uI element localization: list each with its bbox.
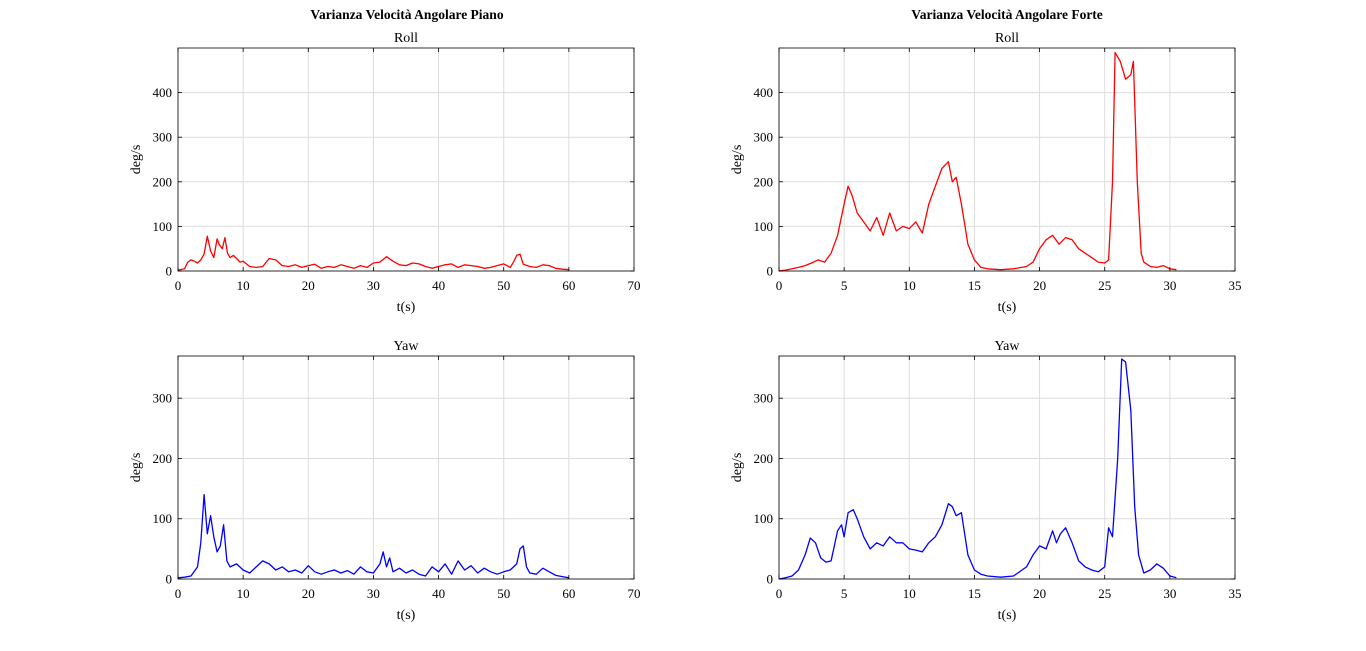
x-tick-label: 0: [175, 586, 182, 601]
y-tick-label: 300: [153, 130, 173, 145]
y-tick-label: 300: [754, 130, 774, 145]
forte-roll-series-line: [778, 51, 1177, 272]
y-tick-label: 0: [767, 572, 774, 587]
left-column-title: Varianza Velocità Angolare Piano: [310, 7, 504, 22]
y-tick-label: 200: [153, 174, 173, 189]
y-tick-label: 100: [754, 219, 774, 234]
y-tick-label: 100: [153, 219, 173, 234]
x-tick-label: 0: [776, 278, 783, 293]
x-axis-label: t(s): [397, 300, 416, 315]
x-tick-label: 30: [1163, 278, 1176, 293]
forte-yaw-chart: 0 5 10 15 20 25 30 35 0 100 200 300 Yaw t(s) deg/s: [730, 339, 1242, 623]
x-tick-label: 70: [628, 586, 641, 601]
y-tick-label: 0: [166, 572, 173, 587]
y-tick-label: 200: [754, 174, 774, 189]
axes-box: [778, 355, 1236, 580]
y-axis-label: deg/s: [129, 453, 144, 483]
x-tick-label: 25: [1098, 278, 1111, 293]
subplot-title: Roll: [394, 31, 418, 46]
y-tick-label: 400: [754, 85, 774, 100]
y-tick-label: 100: [153, 511, 173, 526]
y-tick-label: 200: [153, 451, 173, 466]
y-tick-label: 0: [166, 264, 173, 279]
piano-roll-chart: 0 10 20 30 40 50 60 70 0 100 200 300 400 Roll t(s) deg/…: [129, 31, 641, 315]
x-tick-label: 60: [562, 278, 575, 293]
y-tick-label: 400: [153, 85, 173, 100]
x-tick-label: 0: [175, 278, 182, 293]
x-tick-label: 10: [903, 278, 916, 293]
x-axis-label: t(s): [397, 608, 416, 623]
x-tick-label: 5: [841, 586, 848, 601]
x-tick-label: 10: [237, 278, 250, 293]
x-axis-label: t(s): [998, 300, 1017, 315]
x-tick-label: 15: [968, 278, 981, 293]
x-tick-label: 15: [968, 586, 981, 601]
y-tick-label: 200: [754, 451, 774, 466]
x-tick-label: 30: [367, 586, 380, 601]
x-tick-label: 20: [302, 278, 315, 293]
piano-yaw-series-line: [177, 493, 570, 579]
y-axis-label: deg/s: [129, 145, 144, 175]
y-tick-label: 100: [754, 511, 774, 526]
x-tick-label: 0: [776, 586, 783, 601]
x-tick-label: 40: [432, 586, 445, 601]
x-tick-label: 20: [1033, 586, 1046, 601]
x-tick-label: 5: [841, 278, 848, 293]
x-tick-label: 50: [497, 586, 510, 601]
x-tick-label: 35: [1229, 278, 1242, 293]
x-tick-label: 30: [1163, 586, 1176, 601]
y-axis-label: deg/s: [730, 453, 745, 483]
x-tick-label: 40: [432, 278, 445, 293]
right-column-title: Varianza Velocità Angolare Forte: [911, 7, 1103, 22]
x-tick-label: 60: [562, 586, 575, 601]
axes-box: [177, 47, 635, 272]
y-tick-label: 300: [754, 391, 774, 406]
subplot-title: Yaw: [994, 339, 1020, 354]
x-tick-label: 10: [903, 586, 916, 601]
x-axis-label: t(s): [998, 608, 1017, 623]
subplot-title: Yaw: [393, 339, 419, 354]
x-tick-label: 10: [237, 586, 250, 601]
y-tick-label: 0: [767, 264, 774, 279]
y-axis-label: deg/s: [730, 145, 745, 175]
piano-yaw-chart: 0 10 20 30 40 50 60 70 0 100 200 300 Yaw t(s) deg/s: [129, 339, 641, 623]
axes-box: [177, 355, 635, 580]
x-tick-label: 20: [302, 586, 315, 601]
x-tick-label: 30: [367, 278, 380, 293]
forte-yaw-series-line: [778, 358, 1177, 580]
y-tick-label: 300: [153, 391, 173, 406]
x-tick-label: 50: [497, 278, 510, 293]
axes-box: [778, 47, 1236, 272]
x-tick-label: 25: [1098, 586, 1111, 601]
subplot-title: Roll: [995, 31, 1019, 46]
x-tick-label: 20: [1033, 278, 1046, 293]
forte-roll-chart: 0 5 10 15 20 25 30 35 0 100 200 300 400 Roll t(s) deg/s: [730, 31, 1242, 315]
x-tick-label: 70: [628, 278, 641, 293]
piano-roll-series-line: [177, 235, 569, 271]
x-tick-label: 35: [1229, 586, 1242, 601]
